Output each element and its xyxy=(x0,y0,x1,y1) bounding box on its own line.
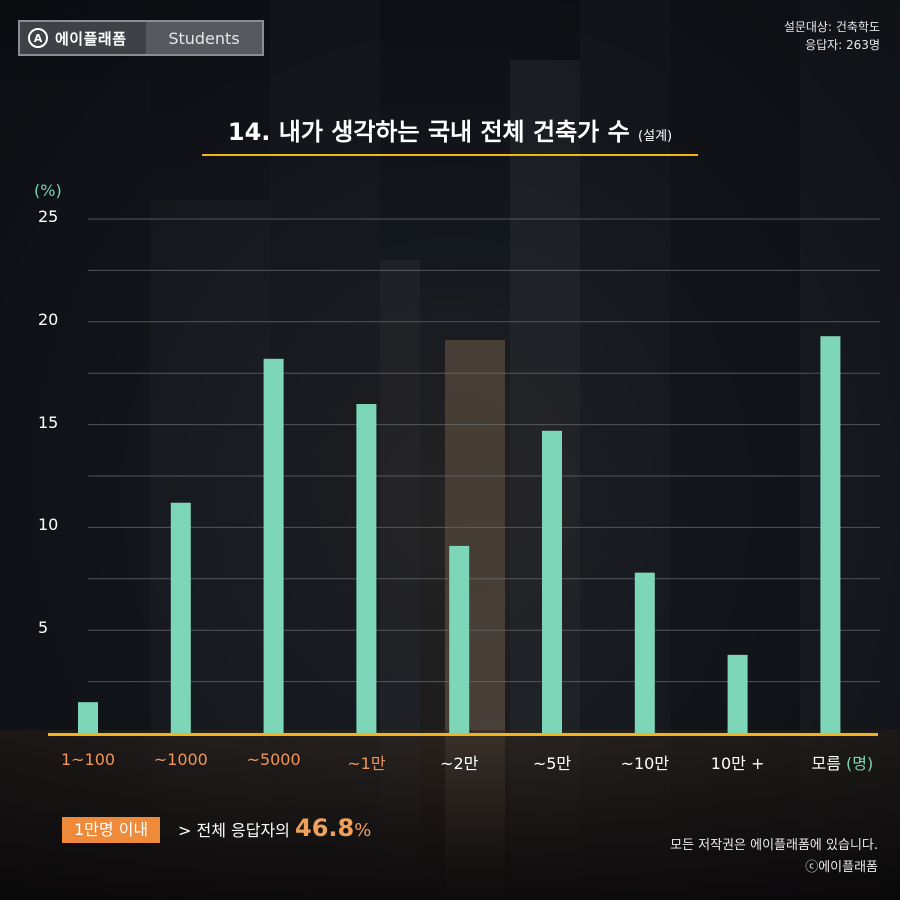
y-tick-label: 15 xyxy=(38,412,59,432)
chart-title: 14. 내가 생각하는 국내 전체 건축가 수 (설계) xyxy=(0,112,900,147)
bar-7 xyxy=(634,572,655,733)
bar-6 xyxy=(542,430,562,733)
section-label: Students xyxy=(146,22,262,54)
bar-2 xyxy=(170,502,191,733)
y-tick-label: 20 xyxy=(38,309,59,329)
x-tick-label: ~1000 xyxy=(153,750,208,769)
rights-text: 모든 저작권은 에이플래폼에 있습니다. xyxy=(670,838,878,853)
x-tick-label: ~10만 xyxy=(620,754,670,773)
bar-5 xyxy=(449,545,470,733)
x-tick-label: ~5만 xyxy=(532,754,572,773)
y-tick-label: 5 xyxy=(38,618,49,638)
brand-logo: A 에이플래폼 xyxy=(20,22,146,54)
callout-prefix: > 전체 응답자의 xyxy=(178,821,290,840)
x-tick-label: 10만 + xyxy=(710,754,765,773)
y-axis-unit: (%) xyxy=(34,181,62,200)
respondent-count: 응답자: 263명 xyxy=(805,38,880,52)
x-tick-label: 1~100 xyxy=(60,750,116,769)
survey-info: 설문대상: 건축학도 응답자: 263명 xyxy=(784,18,880,54)
callout-value: 46.8 xyxy=(295,814,355,842)
brand-mark-icon: A xyxy=(28,28,48,48)
chart-title-sub: (설계) xyxy=(638,129,673,144)
x-tick-label: ~2만 xyxy=(440,754,479,773)
brand-name: 에이플래폼 xyxy=(55,29,127,48)
callout-badge: 1만명 이내 xyxy=(62,817,161,843)
bar-9 xyxy=(820,336,841,733)
bar-1 xyxy=(78,702,98,733)
survey-target: 설문대상: 건축학도 xyxy=(783,20,880,34)
x-axis-unit: (명) xyxy=(840,754,874,773)
x-tick-label: ~5000 xyxy=(246,750,301,769)
brand-logo-box: A 에이플래폼 Students xyxy=(18,20,264,56)
bar-8 xyxy=(727,654,748,733)
x-tick-label: ~1만 xyxy=(347,754,386,773)
copyright-mark: ⓒ에이플래폼 xyxy=(805,860,878,875)
callout-text: > 전체 응답자의 46.8% xyxy=(178,814,371,842)
callout-unit: % xyxy=(354,820,372,841)
x-tick-label: 모름 (명) xyxy=(811,754,874,773)
bar-4 xyxy=(356,404,377,733)
y-tick-label: 25 xyxy=(38,207,59,226)
y-tick-label: 10 xyxy=(38,515,59,535)
copyright-notice: 모든 저작권은 에이플래폼에 있습니다. ⓒ에이플래폼 xyxy=(670,835,878,879)
bar-3 xyxy=(263,358,284,733)
title-underline xyxy=(202,154,698,156)
chart-title-main: 14. 내가 생각하는 국내 전체 건축가 수 xyxy=(227,118,630,146)
